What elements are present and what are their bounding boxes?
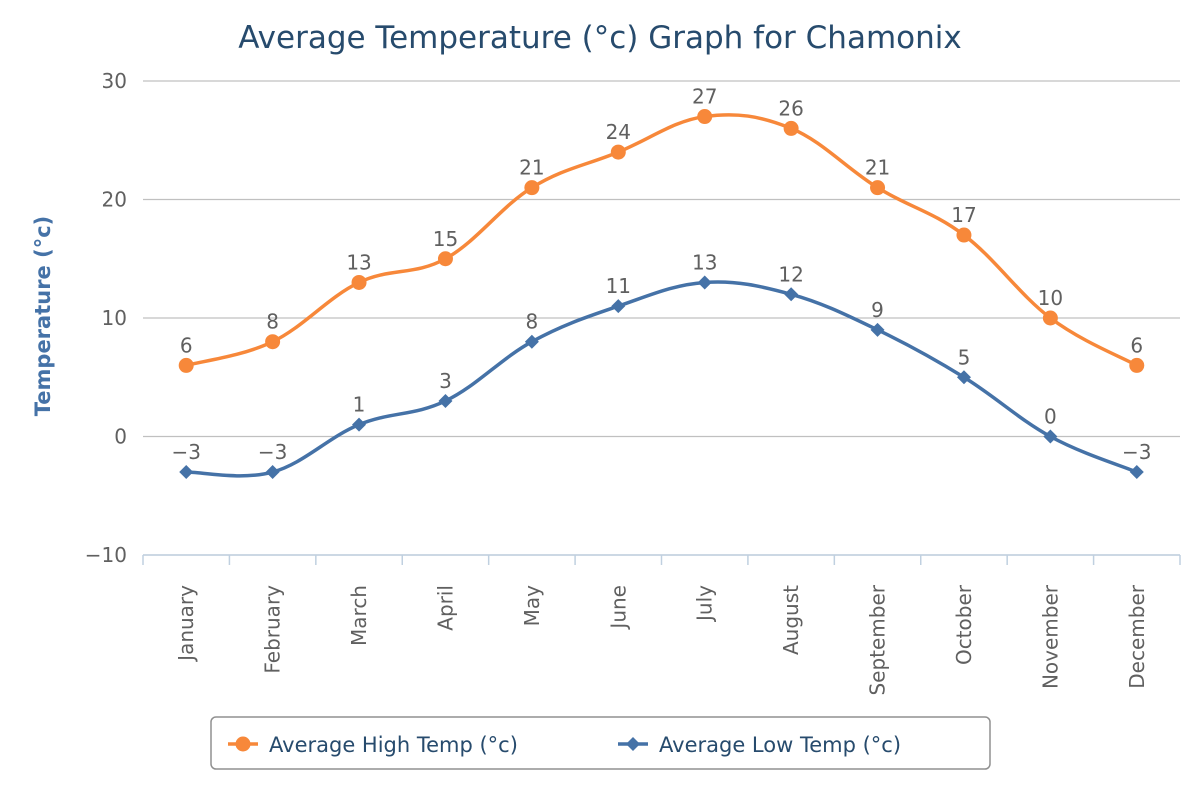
data-point bbox=[956, 227, 972, 243]
data-label: 26 bbox=[778, 96, 803, 120]
data-label: 6 bbox=[180, 333, 193, 357]
legend-label: Average High Temp (°c) bbox=[269, 733, 518, 757]
x-tick-label: November bbox=[1038, 584, 1062, 689]
y-tick-label: 20 bbox=[102, 188, 127, 212]
data-point bbox=[265, 334, 281, 350]
data-label: 1 bbox=[353, 393, 366, 417]
x-tick-label: December bbox=[1125, 584, 1149, 688]
data-point bbox=[870, 180, 886, 196]
x-tick-label: August bbox=[779, 585, 803, 655]
data-point bbox=[783, 120, 799, 136]
data-point bbox=[697, 275, 712, 290]
legend-box bbox=[210, 716, 991, 770]
x-tick-label: June bbox=[606, 585, 630, 631]
y-tick-label: 30 bbox=[102, 69, 127, 93]
data-point bbox=[351, 274, 367, 290]
data-point bbox=[611, 299, 626, 314]
data-label: 6 bbox=[1130, 333, 1143, 357]
data-point bbox=[178, 357, 194, 373]
data-point bbox=[1129, 465, 1144, 480]
data-label: 17 bbox=[951, 203, 976, 227]
legend-item-high-temp[interactable]: Average High Temp (°c) bbox=[228, 733, 518, 757]
x-tick-label: May bbox=[520, 585, 544, 627]
data-label: −3 bbox=[258, 440, 287, 464]
data-label: 13 bbox=[346, 250, 371, 274]
y-tick-label: −10 bbox=[85, 543, 127, 567]
data-label: 15 bbox=[433, 227, 458, 251]
data-point bbox=[438, 393, 453, 408]
series-low-temp bbox=[179, 275, 1144, 480]
series-line bbox=[184, 113, 1139, 368]
data-label: 3 bbox=[439, 369, 452, 393]
data-label: 9 bbox=[871, 298, 884, 322]
data-label: −3 bbox=[1122, 440, 1151, 464]
series-line bbox=[184, 280, 1139, 478]
data-point bbox=[610, 144, 626, 160]
data-label: 8 bbox=[526, 310, 539, 334]
y-tick-label: 0 bbox=[114, 425, 127, 449]
legend-item-low-temp[interactable]: Average Low Temp (°c) bbox=[618, 733, 901, 757]
x-tick-label: July bbox=[693, 585, 717, 623]
data-point bbox=[352, 417, 367, 432]
legend-marker bbox=[626, 737, 640, 751]
y-tick-label: 10 bbox=[102, 306, 127, 330]
data-point bbox=[1043, 429, 1058, 444]
data-point bbox=[179, 465, 194, 480]
data-label: 21 bbox=[865, 156, 890, 180]
data-label: 21 bbox=[519, 156, 544, 180]
series-high-temp bbox=[178, 109, 1145, 373]
series-layer bbox=[178, 109, 1145, 480]
data-label: 27 bbox=[692, 85, 717, 109]
y-axis-label: Temperature (°c) bbox=[31, 216, 55, 417]
data-point bbox=[870, 322, 885, 337]
x-tick-label: February bbox=[261, 585, 285, 674]
x-tick-label: March bbox=[347, 585, 371, 646]
data-label: 12 bbox=[778, 262, 803, 286]
data-label: −3 bbox=[171, 440, 200, 464]
data-point bbox=[697, 109, 713, 125]
data-point bbox=[437, 251, 453, 267]
data-point bbox=[265, 465, 280, 480]
data-point bbox=[784, 287, 799, 302]
data-point bbox=[524, 334, 539, 349]
x-tick-label: September bbox=[866, 584, 890, 695]
data-label: 8 bbox=[266, 310, 279, 334]
data-point bbox=[1129, 357, 1145, 373]
legend: Average High Temp (°c) Average Low Temp (… bbox=[210, 716, 991, 770]
data-label: 10 bbox=[1038, 286, 1063, 310]
legend-marker bbox=[235, 736, 251, 752]
x-axis: January February March April May June July Augu… bbox=[142, 554, 1181, 696]
data-label: 5 bbox=[958, 345, 971, 369]
x-tick-label: October bbox=[952, 584, 976, 665]
data-point bbox=[1042, 310, 1058, 326]
data-label: 11 bbox=[606, 274, 631, 298]
x-tick-label: January bbox=[174, 585, 198, 663]
data-point bbox=[956, 370, 971, 385]
legend-label: Average Low Temp (°c) bbox=[659, 733, 901, 757]
data-label: 13 bbox=[692, 250, 717, 274]
chart-title: Average Temperature (°c) Graph for Chamo… bbox=[238, 20, 961, 56]
data-point bbox=[524, 180, 540, 196]
x-tick-label: April bbox=[433, 585, 457, 631]
data-label: 24 bbox=[606, 120, 631, 144]
data-label: 0 bbox=[1044, 405, 1057, 429]
